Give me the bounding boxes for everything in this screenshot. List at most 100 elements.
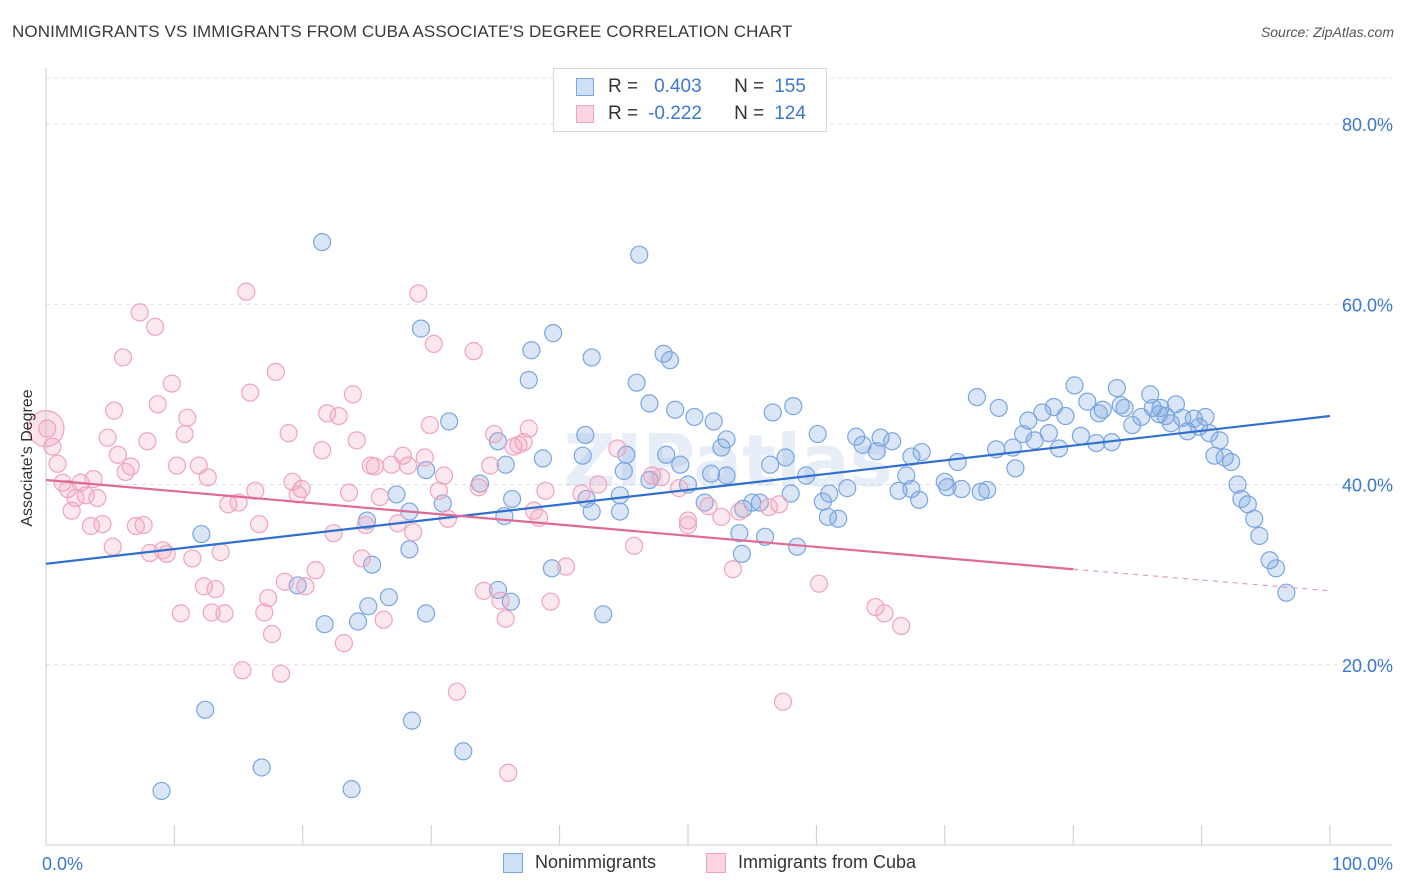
nonimmigrants-point: [838, 479, 857, 498]
cuba-point: [398, 456, 418, 475]
source-label: Source: ZipAtlas.com: [1260, 24, 1394, 40]
nonimmigrants-point: [152, 781, 171, 801]
nonimmigrants-point: [883, 432, 902, 451]
nonimmigrants-point: [1006, 459, 1025, 478]
nonimmigrants-point: [1245, 509, 1264, 528]
r-value: -0.222: [648, 103, 702, 124]
n-label: N =: [734, 103, 765, 124]
y-tick-label: 60.0%: [1342, 295, 1393, 315]
nonimmigrants-point: [342, 780, 361, 799]
cuba-point: [651, 468, 671, 487]
cuba-point: [434, 466, 454, 485]
nonimmigrants-point: [897, 466, 916, 485]
cuba-point: [491, 591, 510, 610]
nonimmigrants-point: [610, 486, 630, 505]
cuba-point: [642, 466, 662, 485]
cuba-point: [318, 404, 337, 423]
nonimmigrants-point: [1078, 392, 1097, 411]
cuba-point: [250, 515, 269, 534]
cuba-point: [343, 385, 362, 404]
cuba-point: [469, 478, 488, 497]
nonimmigrants-point: [750, 493, 770, 512]
nonimmigrants-point: [1019, 411, 1038, 430]
cuba-point: [178, 408, 197, 427]
nonimmigrants-point: [400, 540, 419, 559]
cuba-point: [536, 481, 555, 500]
nonimmigrants-point: [640, 394, 659, 413]
nonimmigrants-point: [411, 319, 431, 338]
stats-row-cuba: R = -0.222 N = 124: [576, 102, 806, 126]
nonimmigrants-point: [1093, 400, 1112, 419]
cuba-point: [167, 456, 187, 475]
cuba-point: [121, 457, 140, 476]
nonimmigrants-point: [704, 412, 723, 431]
nonimmigrants-point: [1025, 431, 1044, 450]
cuba-point: [730, 502, 749, 521]
nonimmigrants-point: [542, 559, 561, 578]
nonimmigrants-point: [627, 373, 646, 392]
cuba-point: [312, 441, 332, 460]
nonimmigrants-point: [594, 605, 613, 624]
y-tick-label: 80.0%: [1342, 115, 1393, 135]
cuba-point: [171, 604, 190, 623]
cuba-point-large: [27, 410, 65, 448]
cuba-point: [541, 592, 560, 611]
cuba-point: [229, 493, 248, 512]
cuba-point: [556, 557, 576, 576]
cuba-point: [279, 424, 298, 443]
cuba-point: [271, 664, 291, 683]
nonimmigrants-point: [902, 479, 921, 499]
cuba-point: [215, 604, 234, 623]
cuba-point: [393, 446, 413, 465]
nonimmigrants-point: [912, 442, 931, 462]
nonimmigrants-point: [967, 388, 987, 407]
cuba-point: [38, 419, 57, 438]
cuba-point: [409, 284, 428, 303]
nonimmigrants-point: [660, 351, 680, 370]
cuba-point: [496, 609, 515, 628]
series-legend: Nonimmigrants Immigrants from Cuba: [0, 852, 1406, 876]
cuba-point: [162, 374, 181, 393]
y-axis-label: Associate's Degree: [19, 389, 36, 527]
cuba-point: [429, 481, 449, 500]
cuba-point: [93, 515, 112, 534]
cuba-point: [374, 610, 393, 629]
cuba-point: [485, 424, 504, 444]
nonimmigrants-point: [685, 407, 704, 427]
r-label: R =: [608, 103, 639, 124]
cuba-point: [206, 579, 225, 599]
cuba-point: [211, 543, 230, 562]
cuba-point: [324, 524, 343, 543]
cuba-trendline-extension: [1073, 568, 1331, 592]
nonimmigrants-point: [820, 484, 839, 503]
cuba-point: [98, 428, 117, 447]
nonimmigrants-point: [978, 480, 997, 500]
nonimmigrants-point: [1196, 407, 1215, 427]
nonimmigrants-point: [1065, 376, 1084, 395]
nonimmigrants-point: [989, 398, 1008, 418]
nonimmigrants-point: [784, 397, 803, 416]
y-tick-label: 40.0%: [1342, 476, 1393, 496]
cuba-point: [48, 454, 67, 473]
cuba-point: [866, 597, 885, 617]
nonimmigrants-trendline: [45, 414, 1331, 565]
nonimmigrants-point: [496, 455, 515, 474]
legend-label-cuba: Immigrants from Cuba: [738, 852, 917, 872]
nonimmigrants-point: [252, 758, 271, 777]
cuba-point: [499, 763, 518, 783]
cuba-point: [678, 515, 698, 535]
nonimmigrants-point: [743, 493, 762, 512]
nonimmigrants-point: [712, 438, 731, 457]
nonimmigrants-point: [533, 449, 553, 468]
cuba-point: [699, 497, 718, 516]
nonimmigrants-point: [1161, 414, 1180, 433]
cuba-point: [514, 433, 533, 452]
watermark: ZIPatlas: [564, 419, 893, 503]
cuba-point: [352, 549, 371, 568]
stats-legend: R = 0.403 N = 155 R = -0.222 N = 124: [553, 68, 827, 132]
cuba-point: [773, 692, 793, 711]
cuba-point: [339, 483, 359, 502]
nonimmigrants-point: [871, 428, 890, 447]
x-tick-label: 0.0%: [42, 854, 83, 874]
nonimmigrants-point: [1228, 475, 1247, 494]
